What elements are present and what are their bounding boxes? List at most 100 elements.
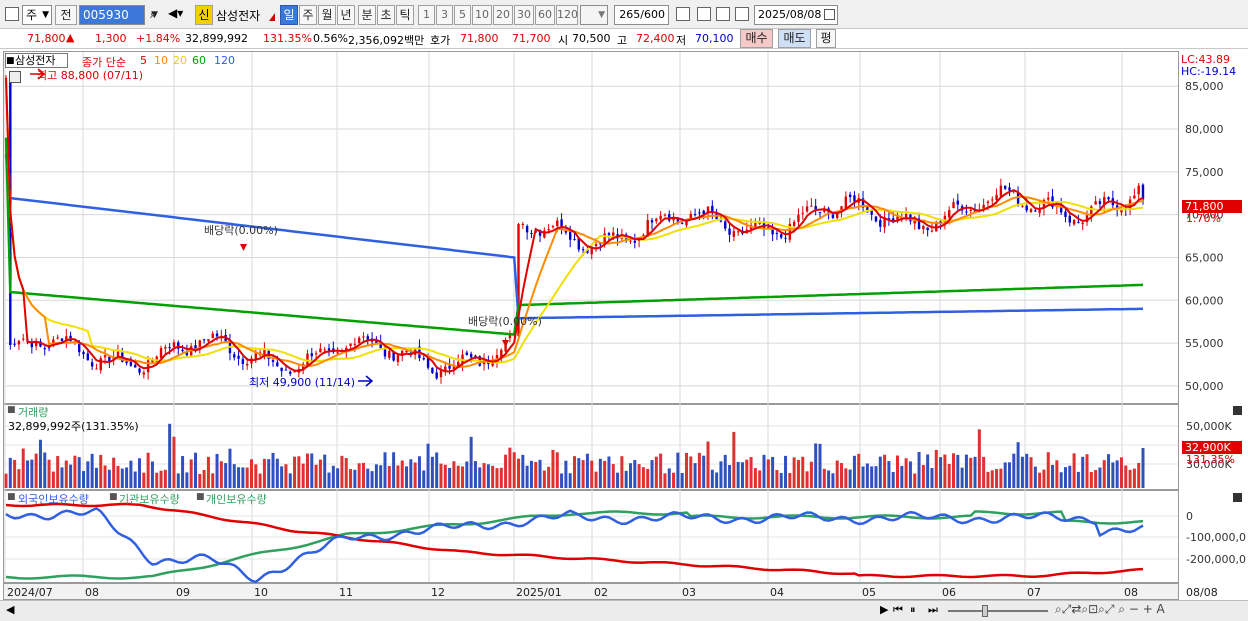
volume-bar xyxy=(275,458,279,488)
volume-bar xyxy=(1020,456,1024,488)
candle-body xyxy=(913,220,916,224)
calendar-icon[interactable] xyxy=(824,9,835,20)
gear-icon[interactable] xyxy=(735,7,749,21)
candle-body xyxy=(607,233,611,236)
tab-month[interactable]: 월 xyxy=(318,5,336,25)
rewind-icon[interactable]: ⏮ xyxy=(893,603,903,616)
chart-type-select[interactable]: 주 ▼ xyxy=(22,5,52,25)
prev-button[interactable]: 전 xyxy=(55,5,77,25)
minute-10-button[interactable]: 10 xyxy=(472,5,492,25)
volume-bar xyxy=(361,462,365,488)
volume-bar xyxy=(366,468,370,488)
volume-bar xyxy=(383,452,387,488)
candle-body xyxy=(426,357,430,368)
y-tick-label: 50,000 xyxy=(1185,380,1224,393)
volume-bar xyxy=(1055,460,1059,488)
candle-body xyxy=(659,215,662,220)
minute-10-label: 10 xyxy=(475,8,489,21)
bid-price: 71,700 xyxy=(512,32,551,45)
save-icon[interactable] xyxy=(716,7,730,21)
minute-30-button[interactable]: 30 xyxy=(514,5,534,25)
tab-week-label: 주 xyxy=(302,8,314,22)
interval-select[interactable]: ▼ xyxy=(580,5,608,25)
candle-body xyxy=(422,358,425,360)
candle-body xyxy=(612,232,615,236)
speaker-icon[interactable]: ◀▾ xyxy=(168,6,184,20)
candle-body xyxy=(439,370,443,378)
candle-body xyxy=(1025,205,1028,211)
candle-body xyxy=(401,350,404,356)
date-input[interactable]: 2025/08/08 xyxy=(754,5,838,25)
price-change: 1,300 xyxy=(95,32,127,45)
grid-table-icon[interactable] xyxy=(9,71,21,83)
candle-body xyxy=(164,346,167,349)
low-price: 70,100 xyxy=(695,32,734,45)
minute-3-button[interactable]: 3 xyxy=(436,5,453,25)
candle-icon[interactable] xyxy=(676,7,690,21)
tab-month-label: 월 xyxy=(321,8,333,22)
scroll-left-icon[interactable]: ◀ xyxy=(6,603,15,616)
pause-icon[interactable]: ⏸ xyxy=(910,603,916,616)
candle-body xyxy=(633,240,636,243)
tab-year[interactable]: 년 xyxy=(337,5,355,25)
volume-bar xyxy=(1072,453,1076,488)
corner-marker-icon xyxy=(269,13,275,21)
minute-1-button[interactable]: 1 xyxy=(418,5,435,25)
candle-body xyxy=(538,230,542,236)
minute-120-button[interactable]: 120 xyxy=(556,5,578,25)
volume-bar xyxy=(1085,454,1089,488)
tab-week[interactable]: 주 xyxy=(299,5,317,25)
candle-body xyxy=(853,195,856,202)
individual-holding-line xyxy=(5,502,1144,579)
legend-ma10: 10 xyxy=(154,54,168,67)
buy-button[interactable]: 매수 xyxy=(740,29,773,48)
scroll-right-icon[interactable]: ▶ xyxy=(880,603,889,616)
window-icon[interactable] xyxy=(5,7,19,21)
candle-body xyxy=(805,206,809,212)
stock-code-input[interactable]: 005930 ▼ xyxy=(79,5,158,25)
minute-5-button[interactable]: 5 xyxy=(454,5,471,25)
minute-60-button[interactable]: 60 xyxy=(535,5,555,25)
candle-body xyxy=(892,218,895,223)
display-count-input[interactable]: 265/600 xyxy=(614,5,669,25)
volume-bar xyxy=(206,456,210,488)
volume-bar xyxy=(628,463,632,488)
legend-stock-box[interactable]: 삼성전자 xyxy=(5,53,68,68)
minute-20-button[interactable]: 20 xyxy=(493,5,513,25)
quote-bar: 71,800 ▲ 1,300 +1.84% 32,899,992 131.35%… xyxy=(0,29,1248,49)
volume-bar xyxy=(125,467,129,488)
volume-bar xyxy=(159,470,163,488)
sell-button[interactable]: 매도 xyxy=(778,29,811,48)
candle-body xyxy=(655,218,658,222)
tab-second[interactable]: 초 xyxy=(377,5,395,25)
volume-bar xyxy=(865,463,869,488)
crosshair-icon[interactable] xyxy=(697,7,711,21)
tab-minute[interactable]: 분 xyxy=(358,5,376,25)
chart-canvas[interactable]: 85,00080,00075,00070,00065,00060,00055,0… xyxy=(0,0,1248,600)
panel-close-icon[interactable] xyxy=(1233,406,1242,415)
volume-bar xyxy=(310,453,314,488)
candle-body xyxy=(917,218,921,230)
bottom-scrollbar[interactable]: ◀ ▶ ⏮ ⏸ ⏭ ⌕⤢⇄⌕⊡⌕⤢ ⌕ − + A xyxy=(0,600,1248,621)
zoom-slider-thumb[interactable] xyxy=(982,605,988,617)
candle-body xyxy=(1137,185,1140,195)
toolbar-icons[interactable]: ⌕⤢⇄⌕⊡⌕⤢ ⌕ − + A xyxy=(1055,602,1165,616)
volume-tag: 32,900K xyxy=(1182,441,1242,454)
panel-close-icon[interactable] xyxy=(1233,493,1242,502)
search-icon[interactable]: ⌕ xyxy=(150,7,158,22)
fast-forward-icon[interactable]: ⏭ xyxy=(928,603,938,616)
volume-bar xyxy=(947,463,951,488)
candle-body xyxy=(405,350,408,353)
tab-tick[interactable]: 틱 xyxy=(396,5,414,25)
zoom-slider-track[interactable] xyxy=(948,610,1048,612)
volume-bar xyxy=(930,468,934,488)
volume-bar xyxy=(857,453,861,488)
tab-day[interactable]: 일 xyxy=(280,5,298,25)
minute-30-label: 30 xyxy=(517,8,531,21)
volume-bar xyxy=(801,456,805,488)
eval-button[interactable]: 평 xyxy=(816,29,836,48)
candle-body xyxy=(500,349,503,358)
high-note: 최고 88,800 (07/11) xyxy=(37,69,144,82)
volume-bar xyxy=(943,454,947,488)
candle-body xyxy=(577,238,581,250)
